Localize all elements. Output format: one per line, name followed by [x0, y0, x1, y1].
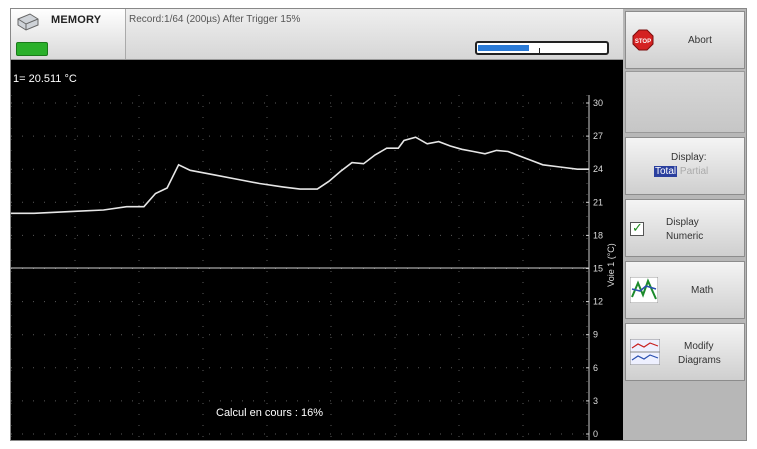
header-bar: MEMORY Record:1/64 (200µs) After Trigger… [11, 9, 623, 60]
series-line [11, 136, 589, 215]
display-option-total[interactable]: Total [654, 166, 678, 177]
record-progress-fill [478, 45, 529, 51]
y-tick-label: 6 [593, 363, 598, 373]
battery-indicator [16, 42, 48, 56]
diagram-icon [630, 339, 660, 365]
display-numeric-checkbox[interactable]: ✓ [630, 220, 644, 236]
y-tick-label: 21 [593, 197, 603, 207]
display-label: Display: [671, 152, 707, 163]
mode-indicator[interactable]: MEMORY [11, 9, 126, 59]
y-tick-label: 27 [593, 131, 603, 141]
record-trigger-marker [539, 48, 540, 53]
math-button[interactable]: Math [625, 261, 745, 319]
series-layer [11, 136, 589, 215]
channel-value: 1= 20.511 °C [13, 73, 77, 85]
status-message: Calcul en cours : 16% [216, 407, 323, 419]
empty-slot [625, 71, 745, 133]
modify-label-1: Modify [684, 341, 714, 352]
display-numeric-label-2: Numeric [666, 231, 704, 242]
display-options: Total Partial [654, 165, 708, 178]
y-tick-label: 24 [593, 164, 603, 174]
display-button[interactable]: Display: Total Partial [625, 137, 745, 195]
math-label: Math [691, 285, 714, 296]
y-tick-label: 3 [593, 396, 598, 406]
record-progress-bar [475, 41, 609, 55]
y-tick-label: 15 [593, 264, 603, 274]
modify-label-2: Diagrams [678, 355, 721, 366]
display-numeric-label-1: Display [666, 217, 699, 228]
abort-button[interactable]: STOP Abort [625, 11, 745, 69]
record-info: Record:1/64 (200µs) After Trigger 15% [129, 14, 301, 25]
svg-text:STOP: STOP [635, 39, 651, 45]
mode-label: MEMORY [51, 14, 102, 26]
modify-diagrams-button[interactable]: Modify Diagrams [625, 323, 745, 381]
stop-icon: STOP [632, 29, 654, 51]
math-icon [630, 277, 658, 303]
side-menu: STOP Abort Display: Total Partial ✓ Disp… [623, 9, 746, 440]
channel-readout: 1= 20.511 °C [11, 65, 623, 96]
y-tick-label: 30 [593, 98, 603, 108]
y-tick-label: 18 [593, 230, 603, 240]
y-tick-label: 0 [593, 429, 598, 439]
display-numeric-button[interactable]: ✓ Display Numeric [625, 199, 745, 257]
checkmark-icon: ✓ [632, 220, 643, 235]
y-axis-label: Voie 1 (°C) [606, 243, 616, 287]
y-tick-label: 9 [593, 330, 598, 340]
recorder-screen: MEMORY Record:1/64 (200µs) After Trigger… [10, 8, 747, 441]
y-tick-label: 12 [593, 297, 603, 307]
abort-label: Abort [688, 35, 712, 46]
memory-icon [17, 13, 39, 31]
display-option-partial[interactable]: Partial [679, 166, 709, 177]
